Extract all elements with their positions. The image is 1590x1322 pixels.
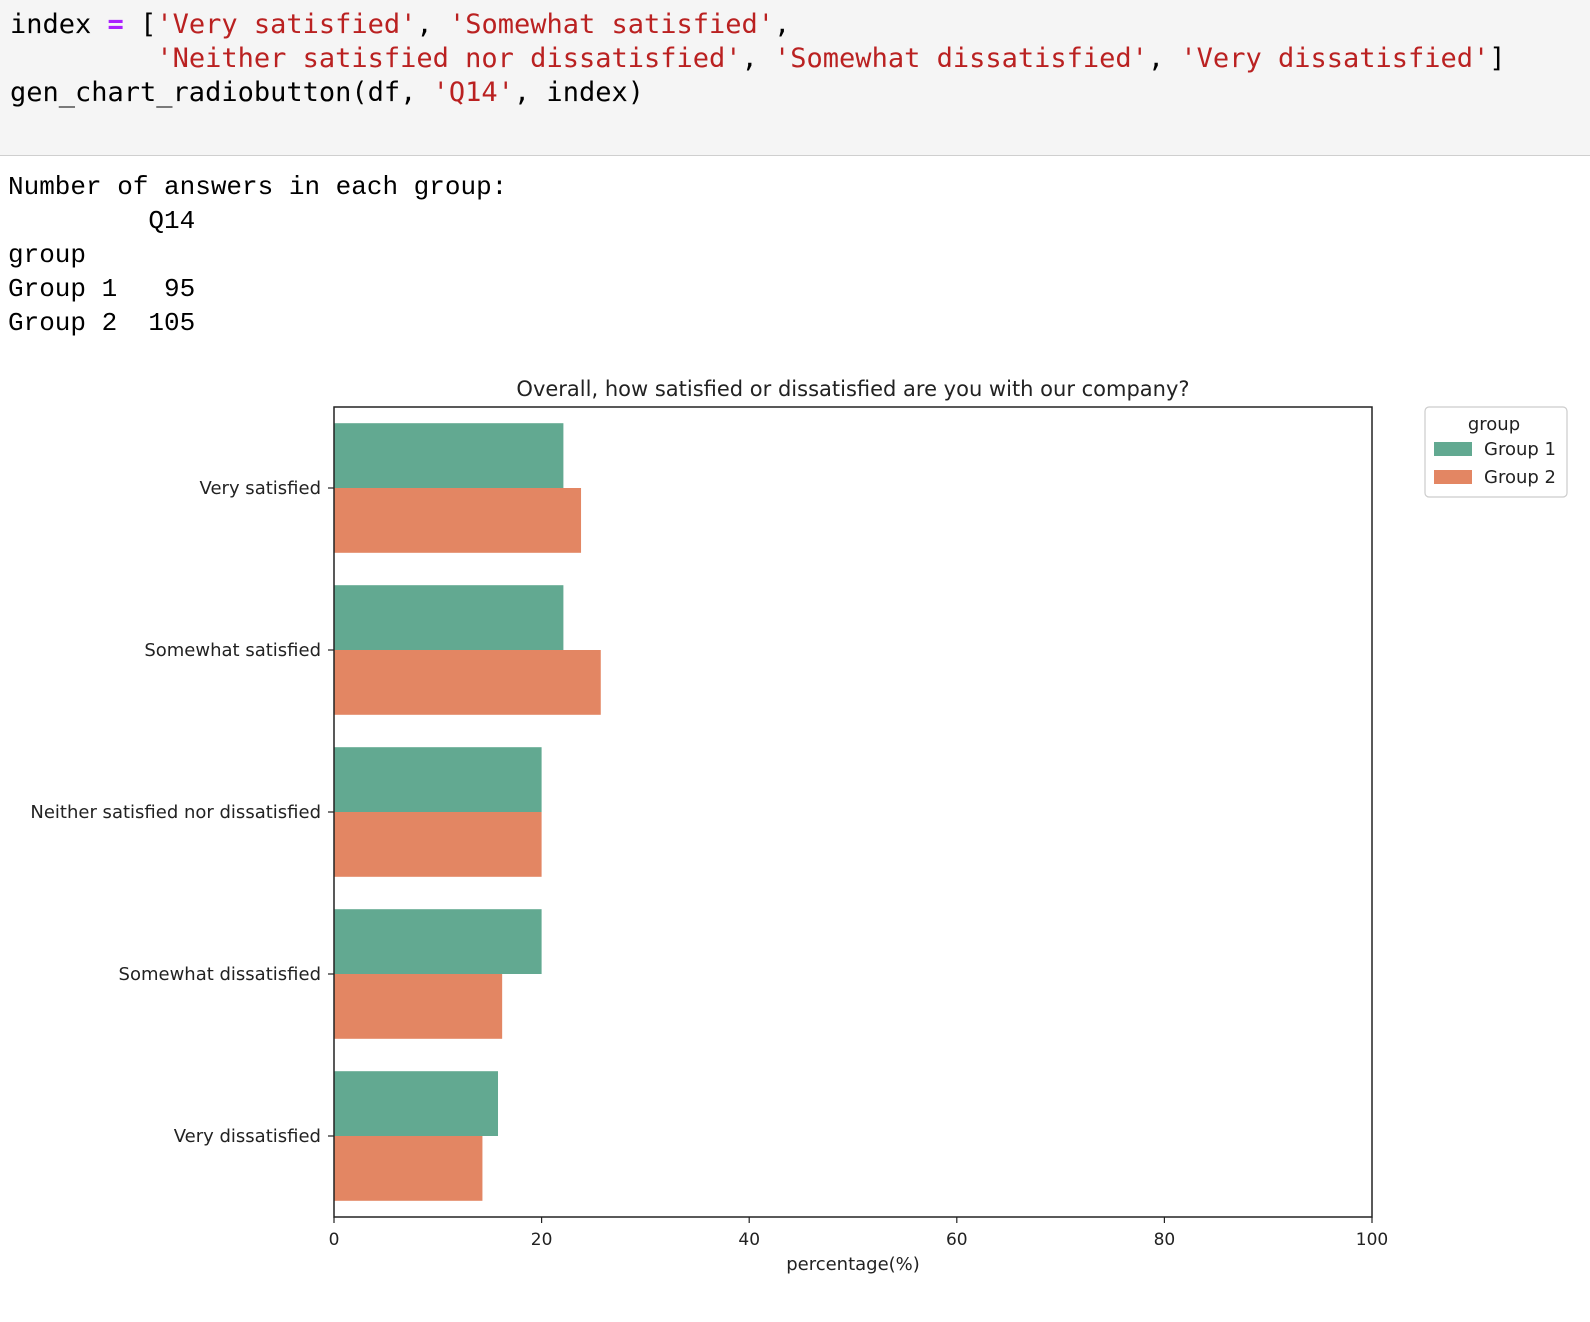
string-token: 'Somewhat dissatisfied' [774,43,1148,74]
legend-swatch [1434,442,1472,456]
bar-group-1-2 [334,747,542,812]
cell-output: Number of answers in each group: Q14 grou… [8,170,507,340]
x-tick-label: 80 [1154,1230,1176,1250]
x-tick-label: 20 [531,1230,553,1250]
output-line: Q14 [8,206,196,236]
bars-group [334,423,601,1201]
legend: group Group 1 Group 2 [1424,406,1568,498]
x-axis-label: percentage(%) [786,1254,920,1275]
code-line: index = ['Very satisfied', 'Somewhat sat… [10,8,790,42]
code-token: , [741,43,775,74]
bar-group-1-1 [334,585,564,650]
y-tick-label: Somewhat satisfied [144,640,321,661]
string-token: 'Very dissatisfied' [1180,43,1490,74]
code-token: , [1147,43,1181,74]
y-tick-label: Very dissatisfied [174,1126,321,1147]
x-tick-label: 60 [946,1230,968,1250]
output-line: Number of answers in each group: [8,172,508,202]
x-axis: 0 20 40 60 80 100 [329,1217,1388,1250]
legend-label: Group 1 [1484,439,1556,460]
x-tick-label: 0 [329,1230,340,1250]
string-token: 'Somewhat satisfied' [448,9,775,40]
y-tick-label: Very satisfied [200,478,321,499]
bar-group-1-0 [334,423,564,488]
legend-title: group [1468,414,1520,435]
code-token: , [416,9,449,40]
bar-group-2-4 [334,1136,483,1201]
code-token: [ [123,9,157,40]
x-tick-label: 100 [1356,1230,1388,1250]
code-line: 'Neither satisfied nor dissatisfied', 'S… [10,42,1506,76]
code-token: index [10,9,108,40]
bar-group-1-3 [334,909,542,974]
bar-group-2-1 [334,650,601,715]
output-line: Group 1 95 [8,274,196,304]
chart-title: Overall, how satisfied or dissatisfied a… [516,377,1189,401]
code-token: , [774,9,791,40]
operator-token: = [107,9,124,40]
code-token: , index) [513,77,644,108]
x-tick-label: 40 [738,1230,760,1250]
code-token: gen_chart_radiobutton(df, [10,77,433,108]
legend-label: Group 2 [1484,467,1556,488]
output-line: group [8,240,87,270]
bar-group-2-3 [334,974,503,1039]
y-tick-label: Neither satisfied nor dissatisfied [30,802,321,823]
code-line: gen_chart_radiobutton(df, 'Q14', index) [10,76,644,110]
y-axis: Very satisfied Somewhat satisfied Neither … [30,478,334,1147]
legend-swatch [1434,470,1472,484]
string-token: 'Neither satisfied nor dissatisfied' [156,43,742,74]
string-token: 'Q14' [432,77,514,108]
output-line: Group 2 105 [8,308,196,338]
y-tick-label: Somewhat dissatisfied [119,964,321,985]
bar-group-1-4 [334,1071,499,1136]
bar-group-2-0 [334,488,582,553]
bar-group-2-2 [334,812,542,877]
string-token: 'Very satisfied' [156,9,417,40]
code-token: ] [1489,43,1506,74]
code-cell[interactable]: index = ['Very satisfied', 'Somewhat sat… [0,0,1590,156]
